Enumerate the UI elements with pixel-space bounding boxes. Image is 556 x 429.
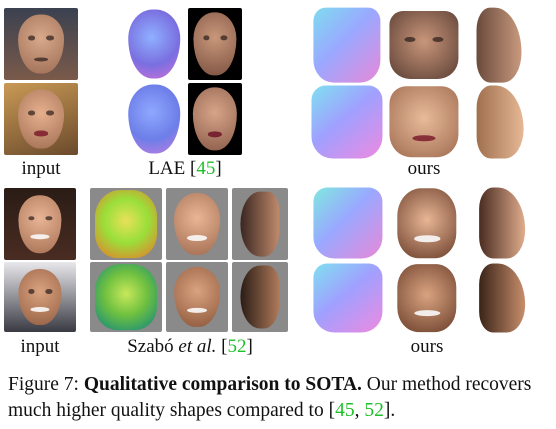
input-photo-man-bottom [4,262,76,332]
caption-separator: , [354,400,365,421]
lae-normal-map-man [126,8,182,80]
lae-recon-woman [188,83,242,155]
szabo-etal: et al. [178,336,217,357]
caption-figure-number: Figure 7: [8,374,84,395]
ours-profile-man [474,6,524,84]
caption-citation-45: 45 [335,400,355,421]
label-input-top: input [21,158,61,179]
szabo-name: Szabó [127,336,179,357]
szabo-bracket-close: ] [246,336,253,357]
szabo-depth-map-woman [90,188,162,260]
label-szabo: Szabó et al. [52] [110,336,270,358]
ours-recon-man [388,8,460,82]
szabo-recon-woman [166,188,228,260]
input-photo-man-top [4,8,78,80]
lae-recon-man [188,8,242,80]
ours-recon-woman [388,84,460,160]
szabo-profile-man [232,262,288,332]
label-ours-bottom: ours [410,336,444,357]
ours-profile-woman [474,84,526,160]
label-lae: LAE [45] [120,158,250,180]
figure-caption: Figure 7: Qualitative comparison to SOTA… [8,372,552,424]
ours-recon-woman-bottom [394,186,460,260]
input-photo-woman-bottom [4,188,76,260]
citation-45: 45 [196,158,216,179]
ours-normal-map-woman-bottom [312,186,384,260]
ours-normal-map-man [312,6,382,84]
label-input-bottom: input [20,336,60,357]
caption-text-1: Our method recovers much higher quality … [8,374,532,421]
szabo-recon-man [166,262,228,332]
citation-52: 52 [227,336,247,357]
input-photo-woman-top [4,83,78,155]
lae-bracket-close: ] [215,158,222,179]
lae-name: LAE [ [148,158,197,179]
caption-citation-52: 52 [364,400,384,421]
caption-text-2: ]. [383,400,396,421]
ours-profile-man-bottom [476,262,528,334]
ours-profile-woman-bottom [476,186,528,260]
szabo-profile-woman [232,188,288,260]
lae-normal-map-woman [126,83,182,155]
szabo-depth-map-man [90,262,162,332]
label-ours-top: ours [407,158,441,179]
ours-normal-map-man-bottom [312,262,384,334]
caption-bold-title: Qualitative comparison to SOTA. [83,374,362,395]
ours-recon-man-bottom [394,262,460,334]
szabo-bracket-open: [ [216,336,228,357]
ours-normal-map-woman [310,84,384,160]
